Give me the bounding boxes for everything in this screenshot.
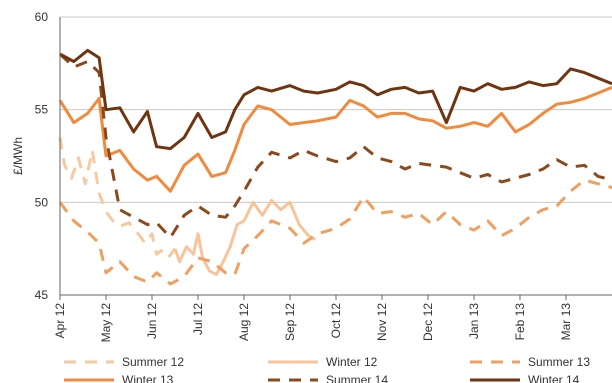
gridlines [60, 16, 612, 203]
x-tick-label: Sep 12 [283, 303, 297, 341]
x-tick-label: Jun 12 [145, 303, 159, 339]
x-tick-label: Nov 12 [375, 303, 389, 341]
series-line-5 [59, 48, 612, 151]
x-tick-label: Jul 12 [191, 303, 205, 335]
x-tick-label: Dec 12 [421, 303, 435, 341]
x-tick-label: Feb 13 [513, 303, 527, 341]
legend-label-4: Summer 14 [326, 373, 388, 383]
x-tick-label: Mar 13 [559, 303, 573, 341]
series-layer [58, 48, 612, 286]
legend-label-1: Winter 12 [326, 355, 378, 369]
y-axis-title: £/MWh [11, 137, 25, 175]
series-line-2 [58, 178, 612, 286]
series-line-0 [58, 137, 177, 260]
series-line-4 [58, 53, 612, 239]
series-line-1 [173, 199, 317, 277]
y-tick-label: 55 [35, 103, 49, 117]
y-tick-label: 45 [35, 288, 49, 302]
y-tick-label: 60 [35, 10, 49, 24]
x-tick-label: Oct 12 [329, 303, 343, 339]
x-tick-label: Aug 12 [237, 303, 251, 341]
legend-label-0: Summer 12 [122, 355, 184, 369]
x-tick-label: May 12 [99, 303, 113, 343]
series-line-3 [58, 86, 612, 193]
x-tick-label: Jan 13 [467, 303, 481, 339]
legend-label-5: Winter 14 [528, 373, 580, 383]
legend-label-2: Summer 13 [528, 355, 590, 369]
axes [59, 17, 612, 296]
x-tick-labels: Apr 12 May 12 Jun 12 Jul 12 Aug 12 Sep 12 Oct … [53, 295, 573, 342]
y-tick-labels: 45 50 55 60 [35, 10, 49, 302]
legend: Summer 12 Winter 12 Summer 13 Winter 13 Summ… [64, 355, 590, 383]
y-tick-label: 50 [35, 195, 49, 209]
legend-label-3: Winter 13 [122, 373, 174, 383]
x-tick-label: Apr 12 [53, 303, 67, 339]
